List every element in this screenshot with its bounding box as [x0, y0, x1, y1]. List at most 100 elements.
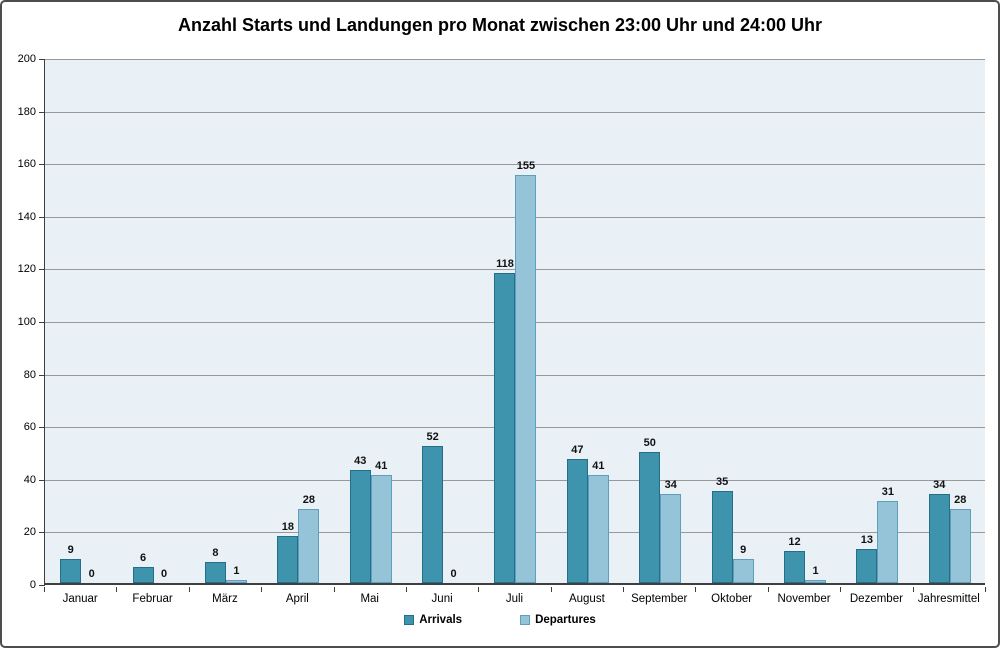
departures-bar — [515, 175, 537, 583]
category-group: 50 34 — [624, 59, 696, 583]
departures-value-label: 0 — [88, 568, 95, 580]
arrivals-bar — [928, 493, 950, 583]
departures-bar — [225, 580, 247, 583]
arrivals-bar — [204, 561, 226, 583]
y-axis-label: 160 — [17, 158, 36, 171]
legend-item-arrivals: Arrivals — [404, 614, 462, 626]
x-axis-label: April — [285, 593, 309, 605]
x-axis-label: Mai — [360, 593, 379, 605]
arrivals-bar — [711, 490, 733, 583]
category-group: 43 41 — [335, 59, 407, 583]
arrivals-value-label: 6 — [140, 552, 147, 565]
x-axis-label: März — [212, 593, 238, 605]
departures-value-label: 28 — [954, 494, 967, 507]
y-axis-label: 140 — [17, 210, 36, 223]
arrivals-bar — [784, 551, 806, 583]
arrivals-bar — [639, 451, 661, 583]
arrivals-value-label: 50 — [643, 436, 656, 449]
departures-value-label: 41 — [375, 460, 388, 473]
x-tick-mark — [985, 587, 986, 592]
arrivals-value-label: 13 — [860, 533, 874, 546]
departures-value-label: 31 — [881, 486, 895, 499]
departures-bar — [949, 509, 971, 583]
x-tick-mark — [478, 587, 480, 592]
gridline-180 — [45, 111, 985, 113]
legend: Arrivals Departures — [2, 614, 998, 626]
y-tick-mark — [39, 111, 45, 113]
gridline-140 — [45, 216, 985, 218]
departures-bar — [298, 509, 320, 583]
arrivals-value-label: 52 — [426, 431, 439, 444]
legend-item-departures: Departures — [520, 614, 596, 626]
y-tick-mark — [39, 216, 45, 218]
y-axis-label: 100 — [17, 316, 36, 328]
arrivals-value-label: 8 — [212, 546, 219, 559]
departures-swatch-icon — [520, 615, 531, 625]
x-tick-mark — [333, 587, 335, 592]
departures-bar — [732, 559, 754, 583]
departures-bar — [587, 475, 609, 583]
x-axis-label: Jahresmittel — [917, 593, 980, 605]
departures-value-label: 1 — [233, 565, 240, 578]
category-group: 52 0 — [407, 59, 479, 583]
arrivals-bar — [422, 446, 444, 583]
arrivals-bar — [494, 272, 516, 583]
category-group: 13 31 — [841, 59, 913, 583]
x-tick-mark — [840, 587, 842, 592]
y-axis-label: 180 — [17, 105, 36, 118]
y-axis-label: 200 — [17, 53, 36, 65]
x-axis-label: Juni — [431, 593, 453, 605]
x-axis-label: August — [568, 593, 605, 605]
x-tick-mark — [261, 587, 263, 592]
x-axis-label: Juli — [505, 593, 524, 605]
departures-value-label: 0 — [450, 568, 457, 580]
x-tick-mark — [550, 587, 552, 592]
x-tick-mark — [912, 587, 914, 592]
category-group: 12 1 — [769, 59, 841, 583]
x-axis-label: Januar — [62, 593, 98, 605]
arrivals-value-label: 34 — [933, 478, 946, 491]
y-tick-mark — [39, 164, 45, 166]
arrivals-bar — [60, 559, 82, 583]
y-tick-mark — [39, 479, 45, 481]
arrivals-value-label: 35 — [716, 475, 729, 488]
x-tick-mark — [188, 587, 190, 592]
arrivals-bar — [856, 548, 878, 583]
x-tick-mark — [767, 587, 769, 592]
x-tick-mark — [44, 587, 45, 592]
arrivals-value-label: 43 — [354, 454, 367, 467]
arrivals-bar — [566, 459, 588, 583]
arrivals-value-label: 47 — [571, 444, 584, 457]
arrivals-value-label: 118 — [496, 257, 514, 270]
y-tick-mark — [39, 427, 45, 429]
x-tick-mark — [695, 587, 697, 592]
x-axis-label: Dezember — [849, 593, 903, 605]
y-tick-mark — [39, 532, 45, 534]
category-group: 118 155 — [479, 59, 551, 583]
gridline-120 — [45, 269, 985, 271]
y-axis-label: 120 — [17, 263, 36, 276]
category-group: 18 28 — [262, 59, 334, 583]
departures-value-label: 155 — [516, 160, 536, 173]
y-tick-mark — [39, 322, 45, 323]
chart-title: Anzahl Starts und Landungen pro Monat zw… — [177, 15, 823, 35]
x-tick-mark — [623, 587, 625, 592]
gridline-200 — [45, 59, 985, 60]
departures-value-label: 34 — [664, 478, 677, 491]
y-tick-mark — [39, 374, 45, 376]
y-axis-label: 20 — [23, 526, 36, 539]
arrivals-bar — [277, 535, 299, 583]
y-tick-mark — [39, 59, 45, 60]
arrivals-value-label: 9 — [67, 544, 74, 557]
gridline-160 — [45, 164, 985, 166]
category-group: 47 41 — [552, 59, 624, 583]
x-axis-label: Oktober — [711, 593, 753, 605]
arrivals-swatch-icon — [404, 615, 415, 625]
departures-bar — [877, 501, 899, 583]
departures-value-label: 9 — [740, 544, 747, 557]
departures-bar — [660, 493, 682, 583]
